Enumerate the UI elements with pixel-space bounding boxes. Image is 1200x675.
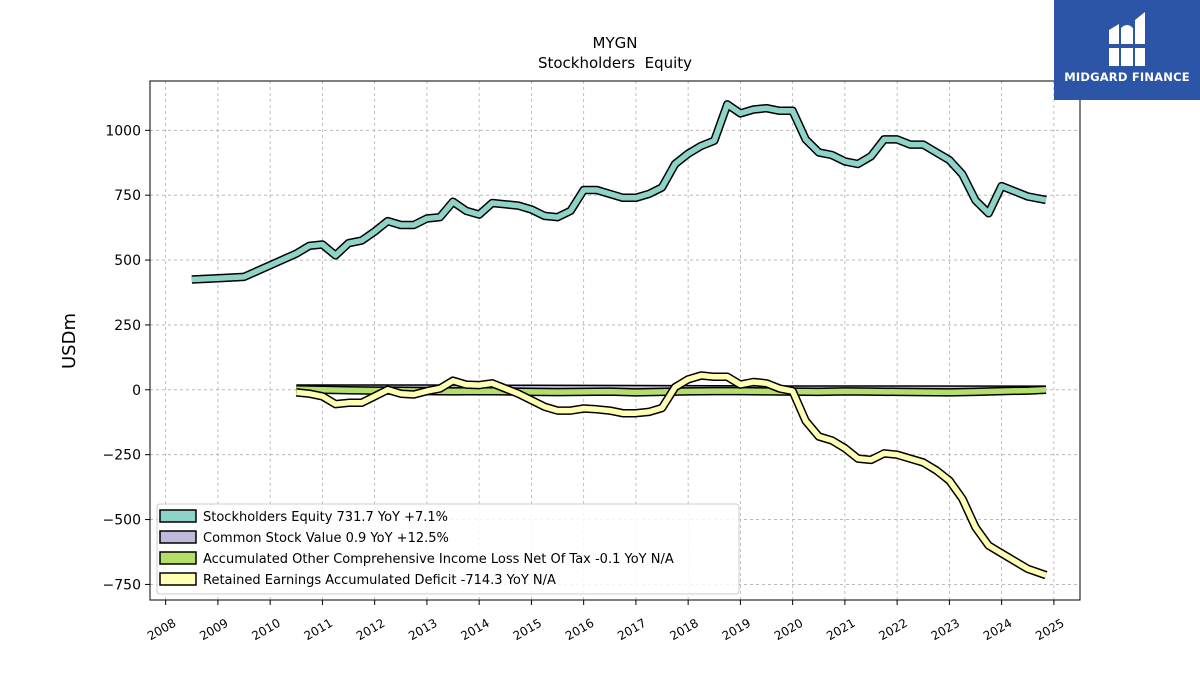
x-tick-label: 2024 bbox=[981, 616, 1014, 643]
series-stroke bbox=[296, 372, 1047, 578]
brand-logo: MIDGARD FINANCE bbox=[1054, 0, 1200, 100]
legend-entry: Retained Earnings Accumulated Deficit -7… bbox=[203, 573, 556, 588]
legend-entry: Accumulated Other Comprehensive Income L… bbox=[203, 552, 674, 567]
x-tick-label: 2021 bbox=[824, 616, 857, 643]
x-tick-label: 2013 bbox=[406, 616, 439, 643]
y-tick-label: 500 bbox=[114, 253, 141, 269]
x-tick-label: 2020 bbox=[772, 616, 805, 643]
y-tick-label: 0 bbox=[132, 383, 141, 399]
series-stroke bbox=[191, 101, 1047, 283]
legend: Stockholders Equity 731.7 YoY +7.1% Commo… bbox=[156, 503, 740, 595]
legend-entry: Common Stock Value 0.9 YoY +12.5% bbox=[203, 531, 449, 546]
legend-swatch bbox=[159, 530, 197, 544]
legend-box bbox=[156, 503, 740, 595]
x-tick-label: 2016 bbox=[563, 616, 596, 643]
plot-frame bbox=[149, 80, 1081, 601]
x-tick-label: 2017 bbox=[615, 616, 648, 643]
legend-swatch bbox=[159, 572, 197, 586]
y-tick-label: 1000 bbox=[105, 123, 141, 139]
series-line-0 bbox=[191, 100, 1047, 284]
x-tick-label: 2018 bbox=[667, 616, 700, 643]
chart-subtitle: Stockholders Equity bbox=[538, 54, 692, 72]
x-tick-label: 2022 bbox=[876, 616, 909, 643]
x-tick-label: 2009 bbox=[197, 616, 230, 643]
x-tick-label: 2025 bbox=[1033, 616, 1066, 643]
x-tick-label: 2012 bbox=[354, 616, 387, 643]
y-tick-label: 750 bbox=[114, 188, 141, 204]
x-tick-label: 2010 bbox=[249, 616, 282, 643]
legend-swatch bbox=[159, 509, 197, 523]
x-tick-label: 2015 bbox=[511, 616, 544, 643]
x-tick-label: 2019 bbox=[720, 616, 753, 643]
y-axis-label: USDm bbox=[59, 313, 80, 369]
chart-title: MYGN bbox=[593, 34, 638, 52]
y-tick-label: 250 bbox=[114, 318, 141, 334]
x-tick-label: 2008 bbox=[145, 616, 178, 643]
x-tick-label: 2011 bbox=[302, 616, 335, 643]
brand-name: MIDGARD FINANCE bbox=[1064, 70, 1190, 84]
series-group bbox=[191, 100, 1048, 580]
y-tick-label: −500 bbox=[103, 513, 141, 529]
legend-swatch bbox=[159, 551, 197, 565]
x-tick-label: 2023 bbox=[929, 616, 962, 643]
x-tick-label: 2014 bbox=[458, 616, 491, 643]
series-line-3 bbox=[295, 371, 1048, 580]
y-tick-label: −250 bbox=[103, 448, 141, 464]
midgard-logo-icon bbox=[1103, 12, 1151, 66]
legend-entry: Stockholders Equity 731.7 YoY +7.1% bbox=[203, 510, 448, 525]
y-tick-label: −750 bbox=[103, 577, 141, 593]
